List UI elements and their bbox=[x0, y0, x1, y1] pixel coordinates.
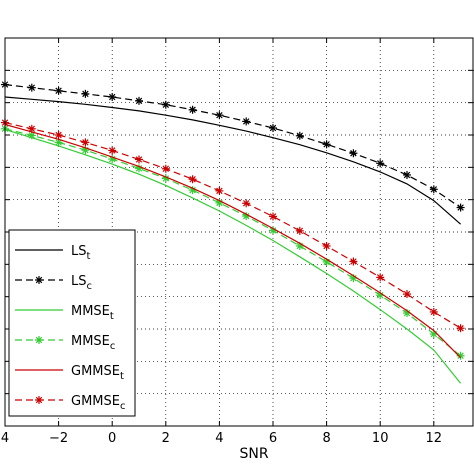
star-marker bbox=[135, 164, 143, 173]
star-marker bbox=[376, 273, 385, 282]
legend-entry: LSt bbox=[15, 244, 91, 262]
star-marker bbox=[35, 276, 43, 284]
star-marker bbox=[242, 117, 251, 126]
star-marker bbox=[27, 83, 36, 92]
legend-label: GMMSEt bbox=[71, 364, 124, 382]
legend-label: GMMSEc bbox=[71, 394, 125, 412]
star-marker bbox=[429, 307, 438, 316]
star-marker bbox=[215, 111, 224, 120]
series-line bbox=[4, 84, 461, 209]
star-marker bbox=[322, 140, 331, 149]
star-marker bbox=[135, 155, 143, 164]
series-gmmse-c bbox=[1, 118, 465, 333]
star-marker bbox=[403, 290, 411, 299]
star-marker bbox=[135, 96, 143, 105]
legend-label: MMSEt bbox=[71, 304, 114, 322]
series-ls-t bbox=[4, 96, 461, 225]
star-marker bbox=[54, 86, 63, 95]
x-tick-label: 2 bbox=[162, 431, 170, 446]
star-marker bbox=[188, 175, 197, 184]
series-layer bbox=[1, 80, 465, 384]
star-marker bbox=[188, 186, 197, 195]
star-marker bbox=[295, 226, 304, 235]
series-line bbox=[4, 129, 462, 384]
star-marker bbox=[242, 199, 251, 208]
star-marker bbox=[349, 149, 358, 158]
legend-box bbox=[8, 229, 136, 417]
star-marker bbox=[54, 131, 63, 139]
star-marker bbox=[108, 146, 117, 155]
star-marker bbox=[35, 336, 43, 344]
series-gmmse-t bbox=[4, 123, 462, 359]
x-tick-label: 0 bbox=[108, 431, 116, 446]
x-tick-label: 4 bbox=[1, 431, 9, 446]
star-marker bbox=[81, 89, 90, 98]
series-line bbox=[4, 128, 461, 357]
star-marker bbox=[295, 131, 304, 140]
series-line bbox=[4, 123, 462, 359]
star-marker bbox=[108, 92, 117, 101]
legend-entry: MMSEc bbox=[15, 334, 115, 352]
star-marker bbox=[27, 124, 36, 133]
star-marker bbox=[429, 185, 438, 194]
star-marker bbox=[322, 241, 331, 250]
star-marker bbox=[456, 351, 465, 360]
legend-label: LSt bbox=[71, 244, 91, 262]
legend-entry: GMMSEt bbox=[15, 364, 124, 382]
star-marker bbox=[215, 186, 224, 195]
star-marker bbox=[35, 396, 43, 404]
legend-entry: GMMSEc bbox=[15, 394, 125, 412]
star-marker bbox=[161, 100, 170, 109]
star-marker bbox=[456, 203, 465, 212]
plot-frame bbox=[4, 37, 474, 427]
star-marker bbox=[403, 170, 411, 179]
star-marker bbox=[269, 212, 277, 221]
star-marker bbox=[161, 164, 170, 173]
star-marker bbox=[81, 138, 90, 147]
x-tick-label: 6 bbox=[269, 431, 277, 446]
x-tick-label: 10 bbox=[372, 431, 389, 446]
star-marker bbox=[349, 257, 358, 266]
star-marker bbox=[456, 324, 465, 333]
x-tick-label: 4 bbox=[215, 431, 223, 446]
x-axis-label: SNR bbox=[239, 446, 268, 462]
x-tick-label: 8 bbox=[322, 431, 330, 446]
legend-label: MMSEc bbox=[71, 334, 115, 352]
star-marker bbox=[188, 105, 197, 114]
x-tick-label: 12 bbox=[426, 431, 443, 446]
star-marker bbox=[376, 159, 385, 168]
series-line bbox=[4, 122, 461, 329]
legend-entry: MMSEt bbox=[15, 304, 114, 322]
series-mmse-t bbox=[4, 129, 462, 384]
x-tick-label: −2 bbox=[49, 431, 68, 446]
star-marker bbox=[269, 124, 277, 133]
series-line bbox=[4, 96, 461, 225]
